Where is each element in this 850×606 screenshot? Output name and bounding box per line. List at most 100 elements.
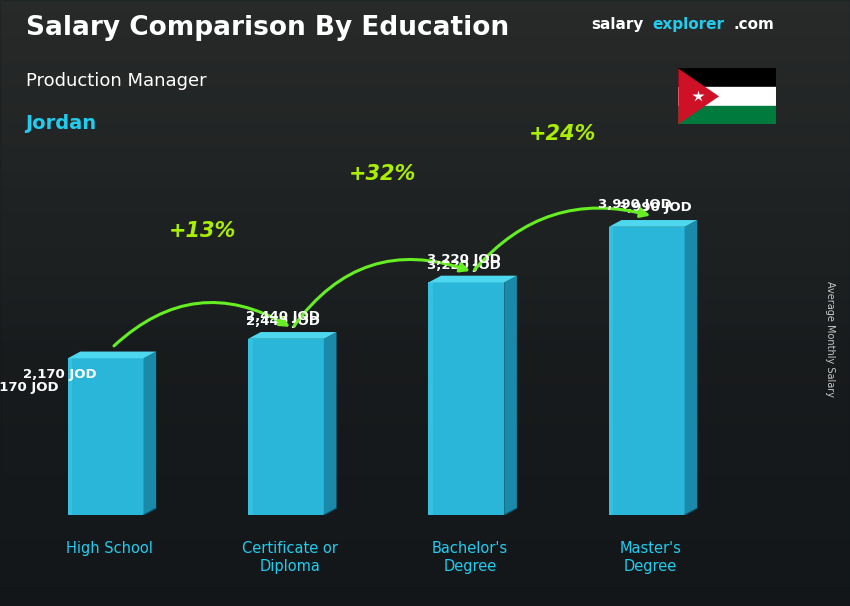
- Bar: [0, 200, 850, 206]
- Bar: [0, 18, 850, 24]
- Text: 3,220 JOD: 3,220 JOD: [427, 253, 501, 266]
- Bar: [0, 158, 850, 164]
- Text: Master's
Degree: Master's Degree: [620, 541, 682, 574]
- Bar: [0, 12, 850, 18]
- Bar: [0, 333, 850, 339]
- Bar: [0, 430, 850, 436]
- Bar: [0, 248, 850, 255]
- Bar: [0, 321, 850, 327]
- Bar: [0, 521, 850, 527]
- Bar: [0, 424, 850, 430]
- Bar: [0, 79, 850, 85]
- Text: +32%: +32%: [348, 164, 416, 184]
- Text: 3,990 JOD: 3,990 JOD: [618, 201, 692, 215]
- Bar: [0, 370, 850, 376]
- Bar: [0, 418, 850, 424]
- Polygon shape: [68, 358, 72, 515]
- Bar: [0, 67, 850, 73]
- Bar: [0, 279, 850, 285]
- Bar: [0, 382, 850, 388]
- Bar: [0, 473, 850, 479]
- Bar: [0, 42, 850, 48]
- Bar: [0, 242, 850, 248]
- Bar: [0, 515, 850, 521]
- Text: High School: High School: [66, 541, 153, 556]
- Bar: [0, 194, 850, 200]
- Bar: [0, 400, 850, 406]
- Text: 3,990 JOD: 3,990 JOD: [598, 198, 672, 211]
- Bar: [0, 255, 850, 261]
- Bar: [0, 115, 850, 121]
- Polygon shape: [428, 276, 517, 282]
- Bar: [0, 145, 850, 152]
- Bar: [0, 491, 850, 497]
- Bar: [678, 68, 776, 87]
- Bar: [0, 503, 850, 509]
- Text: Production Manager: Production Manager: [26, 72, 206, 90]
- Text: 2,170 JOD: 2,170 JOD: [0, 381, 59, 394]
- Bar: [0, 327, 850, 333]
- Bar: [0, 273, 850, 279]
- Polygon shape: [68, 358, 144, 515]
- Text: 2,440 JOD: 2,440 JOD: [246, 315, 320, 328]
- Bar: [0, 73, 850, 79]
- Text: .com: .com: [734, 17, 774, 32]
- Text: Certificate or
Diploma: Certificate or Diploma: [242, 541, 337, 574]
- Text: salary: salary: [591, 17, 643, 32]
- Bar: [0, 570, 850, 576]
- Bar: [0, 351, 850, 358]
- Bar: [0, 48, 850, 55]
- Text: 3,220 JOD: 3,220 JOD: [427, 259, 501, 272]
- Bar: [0, 309, 850, 315]
- Bar: [0, 303, 850, 309]
- Bar: [0, 224, 850, 230]
- Bar: [0, 442, 850, 448]
- Bar: [0, 24, 850, 30]
- Bar: [0, 461, 850, 467]
- Bar: [0, 545, 850, 551]
- Bar: [0, 376, 850, 382]
- Bar: [0, 358, 850, 364]
- Bar: [0, 345, 850, 351]
- Polygon shape: [678, 68, 719, 124]
- Bar: [0, 448, 850, 454]
- Bar: [0, 467, 850, 473]
- Bar: [0, 388, 850, 394]
- Bar: [0, 576, 850, 582]
- Bar: [0, 97, 850, 103]
- Bar: [0, 497, 850, 503]
- Bar: [0, 291, 850, 297]
- Polygon shape: [248, 339, 324, 515]
- Bar: [678, 105, 776, 124]
- Text: Salary Comparison By Education: Salary Comparison By Education: [26, 15, 508, 41]
- Bar: [0, 188, 850, 194]
- Text: Bachelor's
Degree: Bachelor's Degree: [432, 541, 508, 574]
- Polygon shape: [324, 332, 337, 515]
- Bar: [0, 551, 850, 558]
- Bar: [0, 36, 850, 42]
- Bar: [0, 61, 850, 67]
- Bar: [0, 527, 850, 533]
- Bar: [0, 6, 850, 12]
- Bar: [0, 164, 850, 170]
- Text: Average Monthly Salary: Average Monthly Salary: [824, 281, 835, 398]
- Bar: [0, 30, 850, 36]
- Bar: [0, 55, 850, 61]
- Bar: [0, 436, 850, 442]
- Bar: [0, 539, 850, 545]
- Bar: [0, 170, 850, 176]
- Bar: [0, 297, 850, 303]
- Bar: [0, 206, 850, 212]
- Bar: [0, 479, 850, 485]
- Bar: [0, 533, 850, 539]
- Polygon shape: [248, 332, 337, 339]
- Bar: [0, 0, 850, 6]
- Bar: [0, 509, 850, 515]
- Bar: [678, 87, 776, 105]
- Bar: [0, 406, 850, 412]
- Polygon shape: [68, 351, 156, 358]
- Polygon shape: [684, 220, 697, 515]
- Polygon shape: [609, 220, 697, 227]
- Text: Jordan: Jordan: [26, 114, 97, 133]
- Bar: [0, 182, 850, 188]
